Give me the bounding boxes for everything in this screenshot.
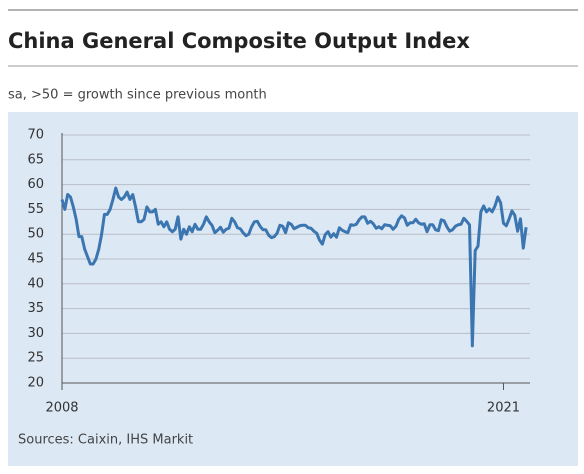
source-note: Sources: Caixin, IHS Markit <box>18 433 193 448</box>
y-tick-label: 55 <box>27 202 44 217</box>
x-tick-label: 2021 <box>487 401 520 416</box>
chart-title: China General Composite Output Index <box>8 29 470 53</box>
y-tick-label: 65 <box>27 152 44 167</box>
y-tick-label: 20 <box>27 376 44 391</box>
y-tick-label: 35 <box>27 301 44 316</box>
data-line <box>60 186 528 348</box>
grid <box>61 133 530 390</box>
y-tick-label: 25 <box>27 351 44 366</box>
y-tick-label: 40 <box>27 276 44 291</box>
marks <box>60 186 528 348</box>
y-tick-label: 70 <box>27 128 44 143</box>
chart-subtitle: sa, >50 = growth since previous month <box>8 88 267 103</box>
y-tick-label: 50 <box>27 227 44 242</box>
x-tick-label: 2008 <box>45 401 78 416</box>
y-tick-label: 60 <box>27 177 44 192</box>
y-tick-label: 30 <box>27 326 44 341</box>
plot-panel <box>8 112 578 466</box>
y-tick-label: 45 <box>27 252 44 267</box>
